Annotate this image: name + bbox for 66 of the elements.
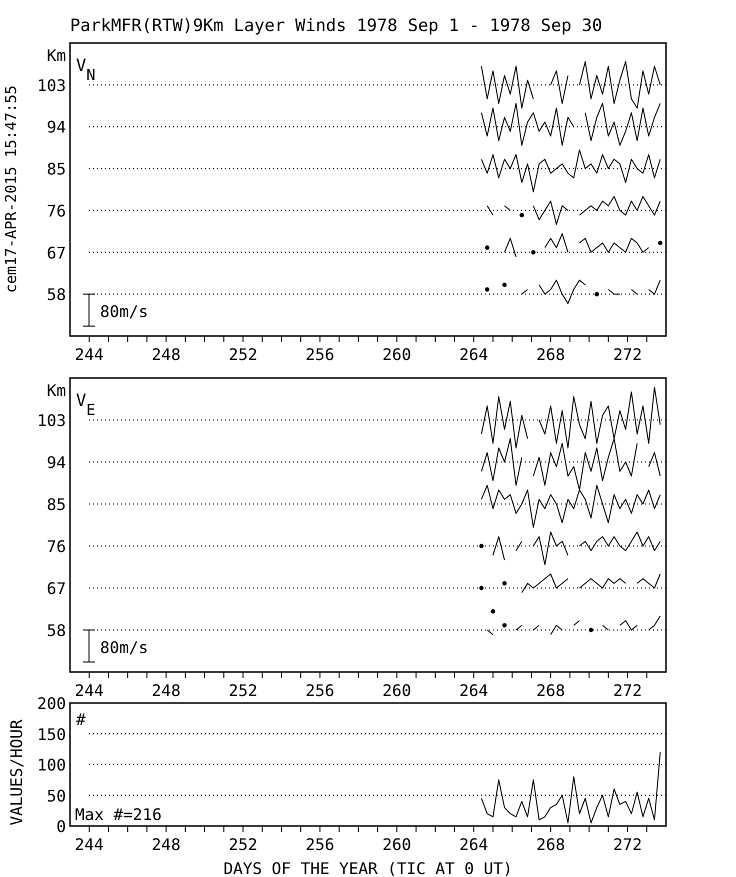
y-tick-label: 58 (46, 621, 66, 640)
x-tick-label: 260 (382, 681, 412, 700)
x-tick-label: 268 (536, 835, 566, 854)
y-axis-title: Km (46, 381, 66, 400)
annotation: V$_{E}$ (76, 391, 96, 419)
x-tick-label: 244 (74, 345, 104, 364)
point (502, 581, 507, 586)
y-tick-label: 94 (46, 118, 66, 137)
x-tick-label: 264 (459, 835, 488, 854)
y-tick-label: 85 (46, 160, 66, 179)
y-axis-title: Km (46, 46, 66, 65)
annotation: V$_{N}$ (76, 56, 96, 84)
y-tick-label: 76 (46, 537, 66, 556)
x-tick-label: 260 (382, 835, 412, 854)
x-tick-label: 244 (74, 681, 104, 700)
y-tick-label: 150 (37, 724, 66, 744)
y-axis-title: VALUES/HOUR (7, 719, 26, 826)
x-tick-label: 256 (305, 681, 334, 700)
x-tick-label: 272 (613, 835, 642, 854)
annotation: 80m/s (100, 302, 148, 322)
x-tick-label: 248 (152, 835, 181, 854)
x-tick-label: 264 (459, 345, 488, 364)
point (485, 287, 490, 292)
y-tick-label: 85 (46, 495, 66, 514)
x-tick-label: 256 (305, 835, 334, 854)
point (502, 623, 507, 628)
point (490, 609, 496, 614)
y-tick-label: 103 (37, 76, 66, 95)
x-tick-label: 252 (228, 345, 258, 364)
point (485, 245, 490, 250)
x-axis-title: DAYS OF THE YEAR (TIC AT 0 UT) (224, 859, 512, 877)
annotation: 80m/s (100, 638, 148, 657)
x-tick-label: 248 (152, 345, 181, 364)
x-tick-label: 272 (613, 345, 642, 364)
point (479, 544, 484, 548)
x-tick-label: 248 (152, 681, 181, 700)
point (531, 250, 536, 254)
x-tick-label: 244 (74, 835, 104, 854)
point (479, 586, 484, 590)
x-tick-label: 268 (536, 345, 566, 364)
y-tick-label: 94 (46, 453, 66, 472)
text: cem17-APR-2015 15:47:55 (2, 85, 20, 293)
y-tick-label: 67 (46, 579, 66, 598)
point (502, 282, 507, 288)
annotation: Max #=216 (75, 805, 162, 824)
y-tick-label: 200 (37, 694, 66, 713)
y-tick-label: 76 (46, 201, 66, 220)
y-tick-label: 58 (46, 285, 66, 304)
x-tick-label: 252 (228, 835, 258, 854)
annotation: # (76, 710, 86, 729)
x-tick-label: 256 (305, 345, 334, 364)
y-tick-label: 50 (46, 786, 66, 806)
x-tick-label: 260 (382, 345, 412, 364)
x-tick-label: 272 (613, 681, 642, 700)
point (588, 628, 594, 632)
point (594, 292, 599, 296)
chart-title: ParkMFR(RTW)9Km Layer Winds 1978 Sep 1 - 1978 Sep 30 (70, 16, 602, 36)
x-tick-label: 252 (228, 681, 258, 700)
y-tick-label: 103 (37, 411, 66, 430)
y-tick-label: 100 (37, 756, 66, 774)
y-tick-label: 0 (56, 817, 66, 836)
point (658, 240, 662, 246)
x-tick-label: 264 (459, 681, 488, 700)
y-tick-label: 67 (46, 243, 66, 262)
point (520, 212, 524, 218)
x-tick-label: 268 (536, 681, 566, 700)
